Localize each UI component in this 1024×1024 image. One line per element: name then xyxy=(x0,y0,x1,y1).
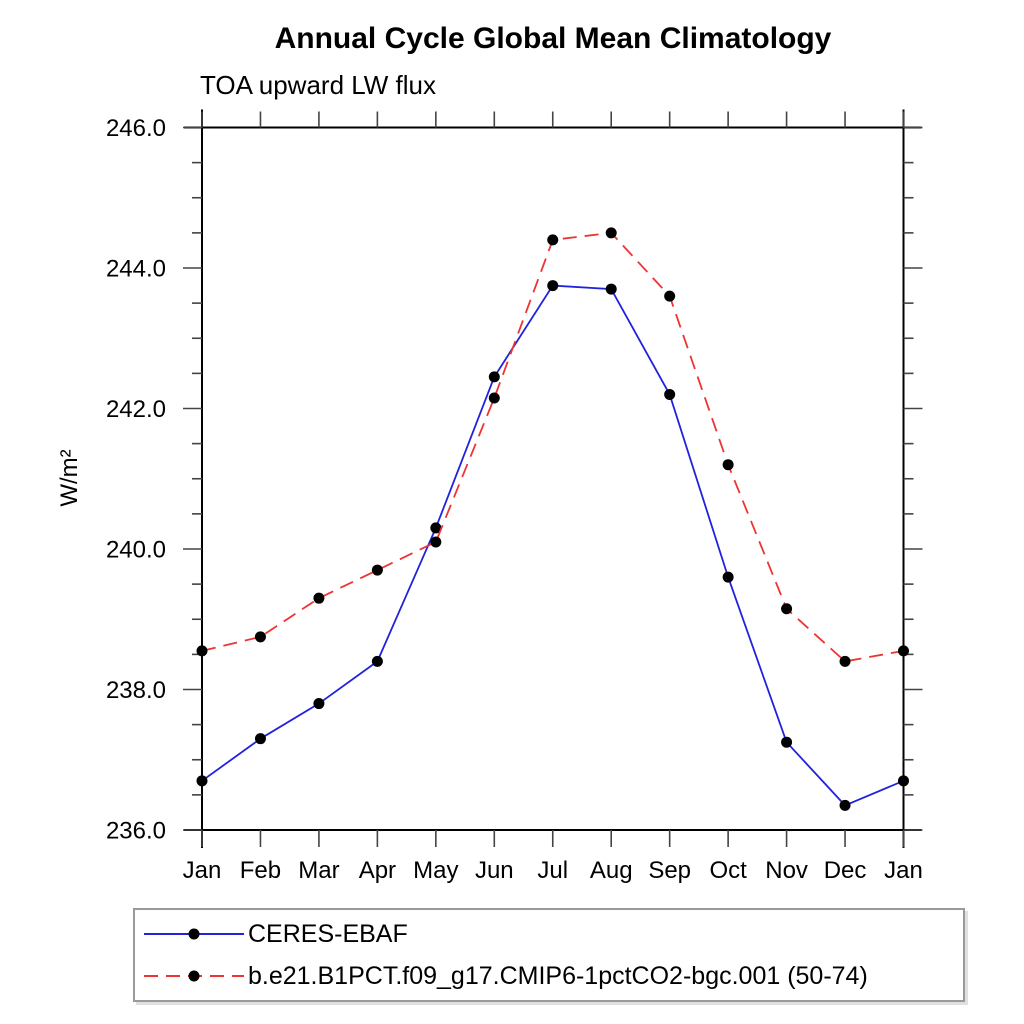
y-tick-label: 240.0 xyxy=(106,537,166,564)
legend-key xyxy=(144,970,244,982)
legend-key xyxy=(144,928,244,940)
legend: CERES-EBAF b.e21.B1PCT.f09_g17.CMIP6-1pc… xyxy=(133,908,965,1002)
chart-title: Annual Cycle Global Mean Climatology xyxy=(274,22,832,55)
data-point xyxy=(313,698,325,710)
data-point xyxy=(664,388,676,400)
data-point xyxy=(547,234,559,246)
data-point xyxy=(371,564,383,576)
y-tick-label: 236.0 xyxy=(106,818,166,845)
x-tick-label: Jan xyxy=(884,857,923,884)
data-point xyxy=(254,631,266,643)
data-point xyxy=(488,371,500,383)
data-point xyxy=(254,733,266,745)
x-tick-label: Jul xyxy=(537,857,568,884)
x-tick-label: Oct xyxy=(709,857,747,884)
data-point xyxy=(547,280,559,292)
x-tick-label: May xyxy=(413,857,458,884)
x-tick-label: Nov xyxy=(765,857,808,884)
series-line xyxy=(201,284,904,807)
legend-label: b.e21.B1PCT.f09_g17.CMIP6-1pctCO2-bgc.00… xyxy=(248,961,868,990)
data-point xyxy=(781,736,793,748)
data-point xyxy=(313,592,325,604)
data-point xyxy=(839,655,851,667)
legend-marker-icon xyxy=(188,970,200,982)
data-point xyxy=(605,227,617,239)
series-line xyxy=(201,231,904,663)
data-point xyxy=(488,392,500,404)
x-tick-label: Dec xyxy=(824,857,867,884)
data-point xyxy=(196,775,208,787)
data-point xyxy=(664,290,676,302)
data-point xyxy=(196,645,208,657)
data-point xyxy=(430,522,442,534)
legend-item: CERES-EBAF xyxy=(142,914,963,954)
data-point xyxy=(898,775,909,787)
data-point xyxy=(371,655,383,667)
y-tick-label: 238.0 xyxy=(106,677,166,704)
x-tick-label: Feb xyxy=(240,857,281,884)
y-axis-title: W/m² xyxy=(56,449,83,507)
legend-label: CERES-EBAF xyxy=(248,919,408,948)
data-point xyxy=(781,603,793,615)
legend-marker-icon xyxy=(188,928,200,940)
chart-subtitle: TOA upward LW flux xyxy=(200,70,437,100)
y-tick-label: 246.0 xyxy=(106,115,166,142)
data-point xyxy=(722,571,734,583)
data-point xyxy=(839,799,851,811)
data-point xyxy=(605,283,617,295)
y-tick-label: 244.0 xyxy=(106,256,166,283)
y-tick-label: 242.0 xyxy=(106,396,166,423)
data-point xyxy=(430,536,442,548)
x-tick-label: Mar xyxy=(298,857,339,884)
x-tick-label: Jun xyxy=(475,857,514,884)
data-point xyxy=(722,459,734,471)
x-tick-label: Aug xyxy=(590,857,633,884)
x-tick-label: Sep xyxy=(648,857,691,884)
data-point xyxy=(898,645,909,657)
x-tick-label: Jan xyxy=(183,857,222,884)
legend-item: b.e21.B1PCT.f09_g17.CMIP6-1pctCO2-bgc.00… xyxy=(142,956,963,996)
x-tick-label: Apr xyxy=(359,857,396,884)
